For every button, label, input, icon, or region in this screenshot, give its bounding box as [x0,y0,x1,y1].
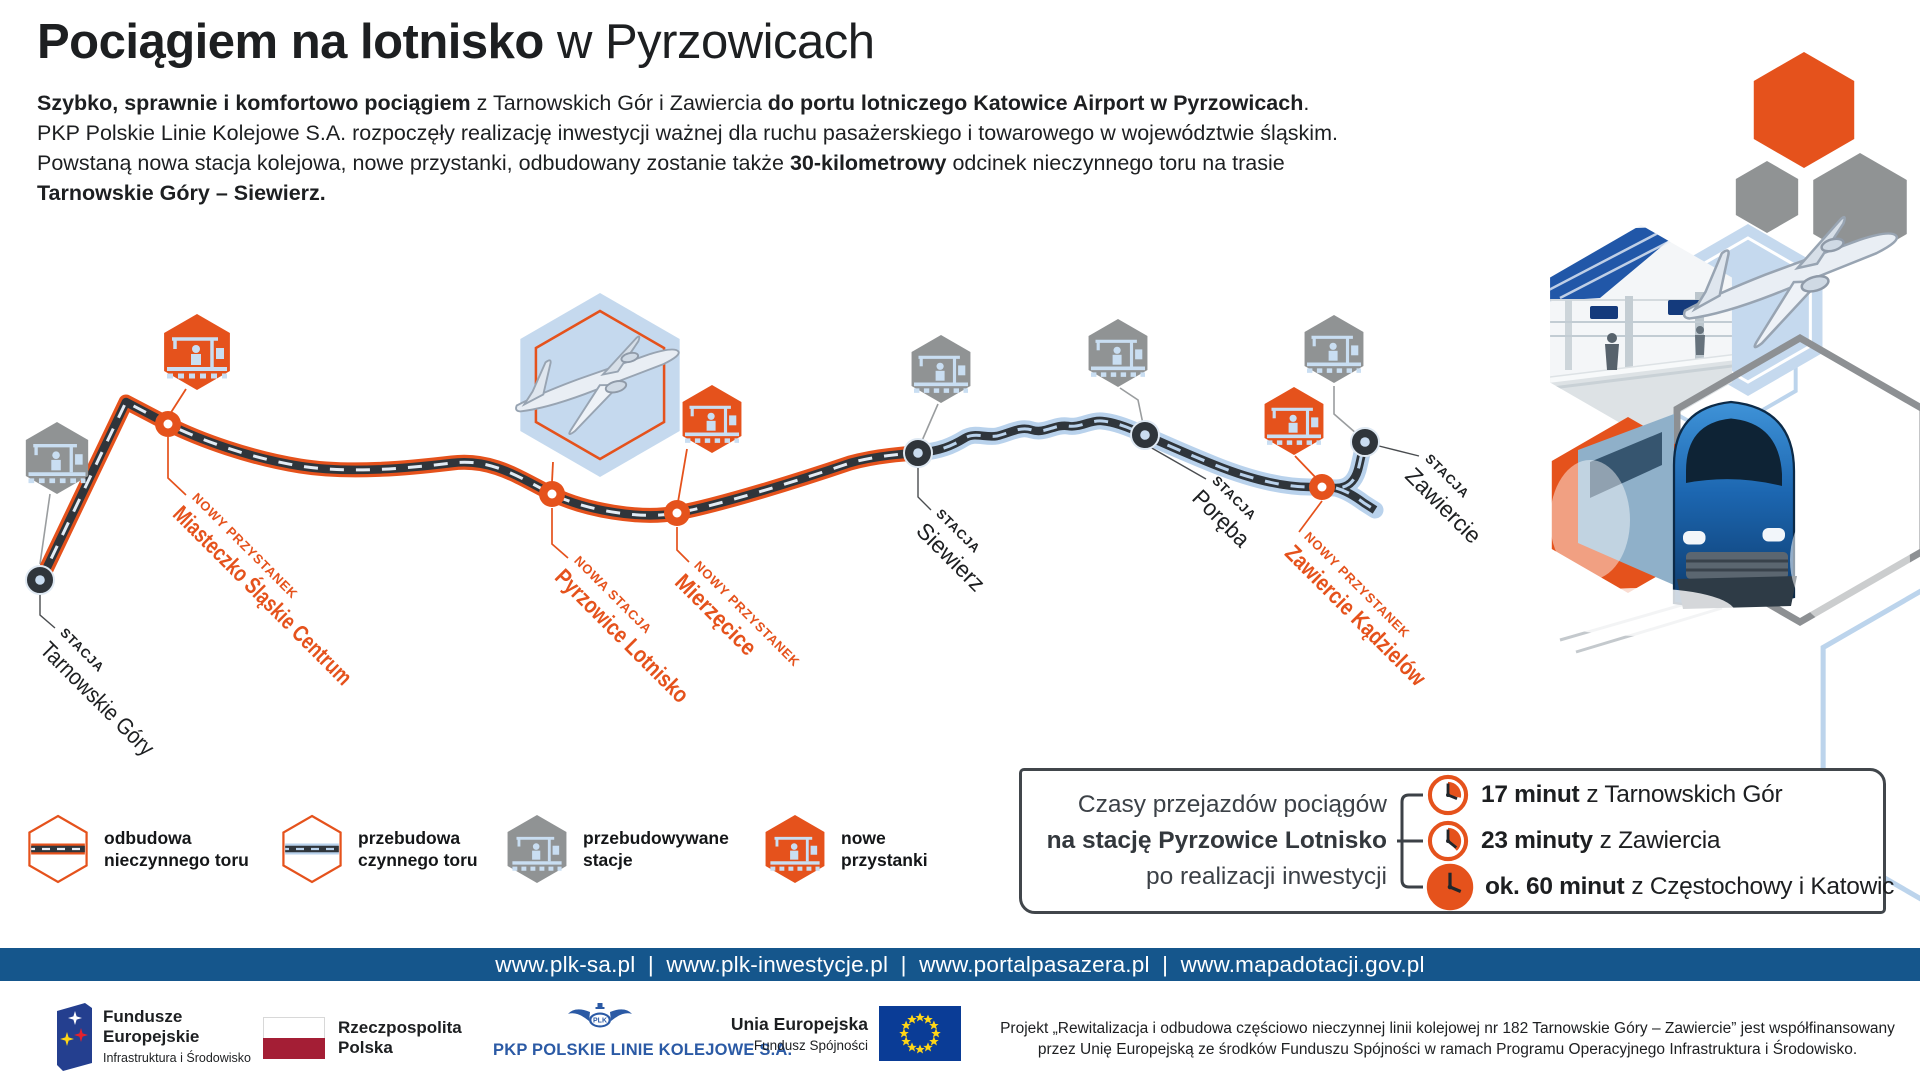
label-miasteczko: NOWY PRZYSTANEK Miasteczko Śląskie Centr… [168,490,358,690]
label-mierzecice: NOWY PRZYSTANEK Mierzęcice [670,558,803,670]
bracket-connector [1397,793,1423,889]
train-collage [1545,338,1920,654]
label-zawiercie-kadzielow: NOWY PRZYSTANEK Zawiercie Kądzielów [1280,529,1431,691]
hex-icon-zawiercie-kadzielow [1264,387,1324,455]
project-funding-note: Projekt „Rewitalizacja i odbudowa części… [1000,1020,1895,1058]
unia-europejska-logo: Unia Europejska Fundusz Spójności [722,1006,961,1061]
label-zawiercie: STACJA Zawiercie [1400,451,1486,549]
pkp-plk-text: PKP POLSKIE LINIE KOLEJOWE S.A. [493,1041,793,1059]
pkp-plk-emblem-icon: PLK [568,1003,632,1028]
page-title: Pociągiem na lotnisko w Pyrzowicach [37,14,875,70]
travel-time-row: 23 minuty z Zawiercia [1425,818,1894,864]
marker-zawiercie-kadzielow [1309,474,1335,500]
hex-icon-siewierz [911,335,971,403]
travel-times-list: 17 minut z Tarnowskich Gór 23 minuty z Zaw… [1425,772,1894,911]
legend-icon-upgraded-track [282,814,342,884]
marker-siewierz [903,438,933,468]
label-leaders [39,437,1420,629]
hex-icon-miasteczko [164,314,230,390]
legend-item-rebuilt-track: odbudowa nieczynnego toru [24,812,249,886]
station-markers [25,411,1380,595]
legend-item-upgraded-track: przebudowa czynnego toru [278,812,478,886]
svg-text:Miasteczko Śląskie Centrum: Miasteczko Śląskie Centrum [168,500,358,690]
travel-time-row: 17 minut z Tarnowskich Gór [1425,772,1894,818]
station-hex-icons [25,314,1364,494]
marker-zawiercie [1350,427,1380,457]
hex-icon-poreba [1088,319,1148,387]
marker-pyrzowice [539,481,565,507]
intro-paragraph: Szybko, sprawnie i komfortowo pociągiem … [37,91,1338,205]
decor-hex-orange [1753,52,1855,168]
legend-item-new-stops: nowe przystanki [761,812,928,886]
clock-icon-17 [1427,774,1469,816]
hex-icon-tarnowskie-gory [25,422,89,494]
hexagon-connectors [39,386,1358,565]
rzeczpospolita-polska-text: Rzeczpospolita Polska [338,1018,462,1057]
legend-label: odbudowa nieczynnego toru [104,828,249,870]
marker-miasteczko [155,411,181,437]
clock-icon-60 [1426,863,1474,911]
label-siewierz: STACJA Siewierz [911,506,990,597]
fundusze-europejskie-text: Fundusze Europejskie Infrastruktura i Śr… [103,1007,251,1065]
fundusze-europejskie-logo: Fundusze Europejskie Infrastruktura i Śr… [54,1001,251,1071]
legend-icon-new-stops [765,815,825,883]
travel-times-box: Czasy przejazdów pociągów na stację Pyrz… [1019,768,1894,914]
footer-links[interactable]: www.plk-sa.pl | www.plk-inwestycje.pl | … [495,951,1425,977]
poland-flag-icon [263,1017,325,1059]
airport-hexagon [505,293,693,477]
decor-hex-gray-small [1735,161,1799,233]
page-title-bold: Pociągiem na lotnisko [37,15,544,69]
marker-tarnowskie-gory [25,565,55,595]
fundusze-europejskie-flag-icon [57,1003,92,1071]
pkp-plk-logo: PLK PKP POLSKIE LINIE KOLEJOWE S.A. [493,1002,793,1060]
svg-text:Zawiercie Kądzielów: Zawiercie Kądzielów [1280,540,1431,691]
rzeczpospolita-polska-logo: Rzeczpospolita Polska [263,1017,462,1059]
hex-icon-zawiercie [1304,315,1364,383]
hex-icon-mierzecice [682,385,742,453]
legend-label: nowe przystanki [841,828,928,870]
travel-times-caption: Czasy przejazdów pociągów na stację Pyrz… [1046,791,1387,890]
label-tarnowskie-gory: STACJA Tarnowskie Góry [35,625,160,761]
travel-time-row: ok. 60 minut z Częstochowy i Katowic [1425,863,1894,911]
legend-item-upgraded-stations: przebudowywane stacje [503,812,729,886]
marker-poreba [1130,420,1160,450]
logos-row: Fundusze Europejskie Infrastruktura i Śr… [0,981,1920,1080]
page-title-light: w Pyrzowicach [543,15,875,69]
legend-label: przebudowa czynnego toru [358,828,478,870]
svg-text:PLK: PLK [593,1017,607,1024]
legend-label: przebudowywane stacje [583,828,729,870]
unia-europejska-text: Unia Europejska Fundusz Spójności [730,1014,868,1053]
legend-icon-upgraded-stations [507,815,567,883]
clock-icon-23 [1427,820,1469,862]
marker-mierzecice [664,500,690,526]
legend-icon-rebuilt-track [28,814,88,884]
footer-bar: www.plk-sa.pl | www.plk-inwestycje.pl | … [0,948,1920,981]
eu-flag-icon [879,1006,961,1061]
